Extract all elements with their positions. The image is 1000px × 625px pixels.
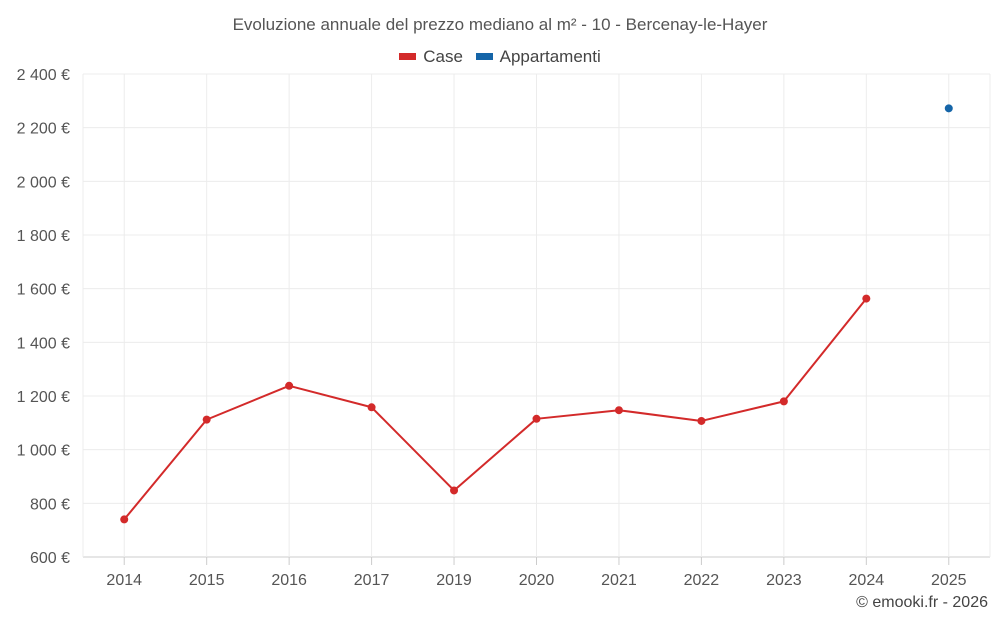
data-point-case xyxy=(202,415,211,424)
legend-item-appartamenti[interactable]: Appartamenti xyxy=(475,46,601,67)
y-tick-label: 1 800 € xyxy=(17,228,70,245)
y-tick-label: 2 200 € xyxy=(17,121,70,138)
x-tick-label: 2023 xyxy=(766,572,802,589)
y-tick-label: 2 400 € xyxy=(17,67,70,84)
data-point-case xyxy=(120,515,129,524)
data-point-case xyxy=(532,414,541,423)
data-point-case xyxy=(285,381,294,390)
x-tick-label: 2021 xyxy=(601,572,637,589)
data-point-case xyxy=(367,403,376,412)
y-tick-label: 1 400 € xyxy=(17,335,70,352)
legend-label-case: Case xyxy=(423,46,463,66)
x-tick-label: 2022 xyxy=(684,572,720,589)
x-tick-label: 2016 xyxy=(271,572,307,589)
legend: Case Appartamenti xyxy=(0,45,1000,67)
y-tick-label: 1 600 € xyxy=(17,282,70,299)
data-point-case xyxy=(862,294,871,303)
x-tick-label: 2015 xyxy=(189,572,225,589)
y-tick-label: 600 € xyxy=(30,550,70,567)
series-line-case xyxy=(123,297,868,521)
x-tick-label: 2019 xyxy=(436,572,472,589)
x-tick-label: 2024 xyxy=(849,572,885,589)
data-point-case xyxy=(450,486,459,495)
data-point-appartamenti xyxy=(944,104,953,113)
y-tick-label: 1 200 € xyxy=(17,389,70,406)
x-tick-label: 2020 xyxy=(519,572,555,589)
y-tick-label: 1 000 € xyxy=(17,443,70,460)
x-tick-label: 2014 xyxy=(106,572,142,589)
legend-item-case[interactable]: Case xyxy=(399,47,463,67)
data-point-case xyxy=(779,397,788,406)
y-tick-label: 800 € xyxy=(30,496,70,513)
legend-label-appartamenti: Appartamenti xyxy=(499,46,601,66)
legend-swatch-case xyxy=(399,53,417,60)
chart-title: Evoluzione annuale del prezzo mediano al… xyxy=(232,15,768,34)
legend-swatch-appartamenti xyxy=(475,53,493,60)
x-tick-label: 2025 xyxy=(931,572,967,589)
credit-text: © emooki.fr - 2026 xyxy=(856,594,988,611)
x-tick-label: 2017 xyxy=(354,572,390,589)
y-tick-label: 2 000 € xyxy=(17,174,70,191)
data-point-case xyxy=(697,416,706,425)
data-point-case xyxy=(614,406,623,415)
